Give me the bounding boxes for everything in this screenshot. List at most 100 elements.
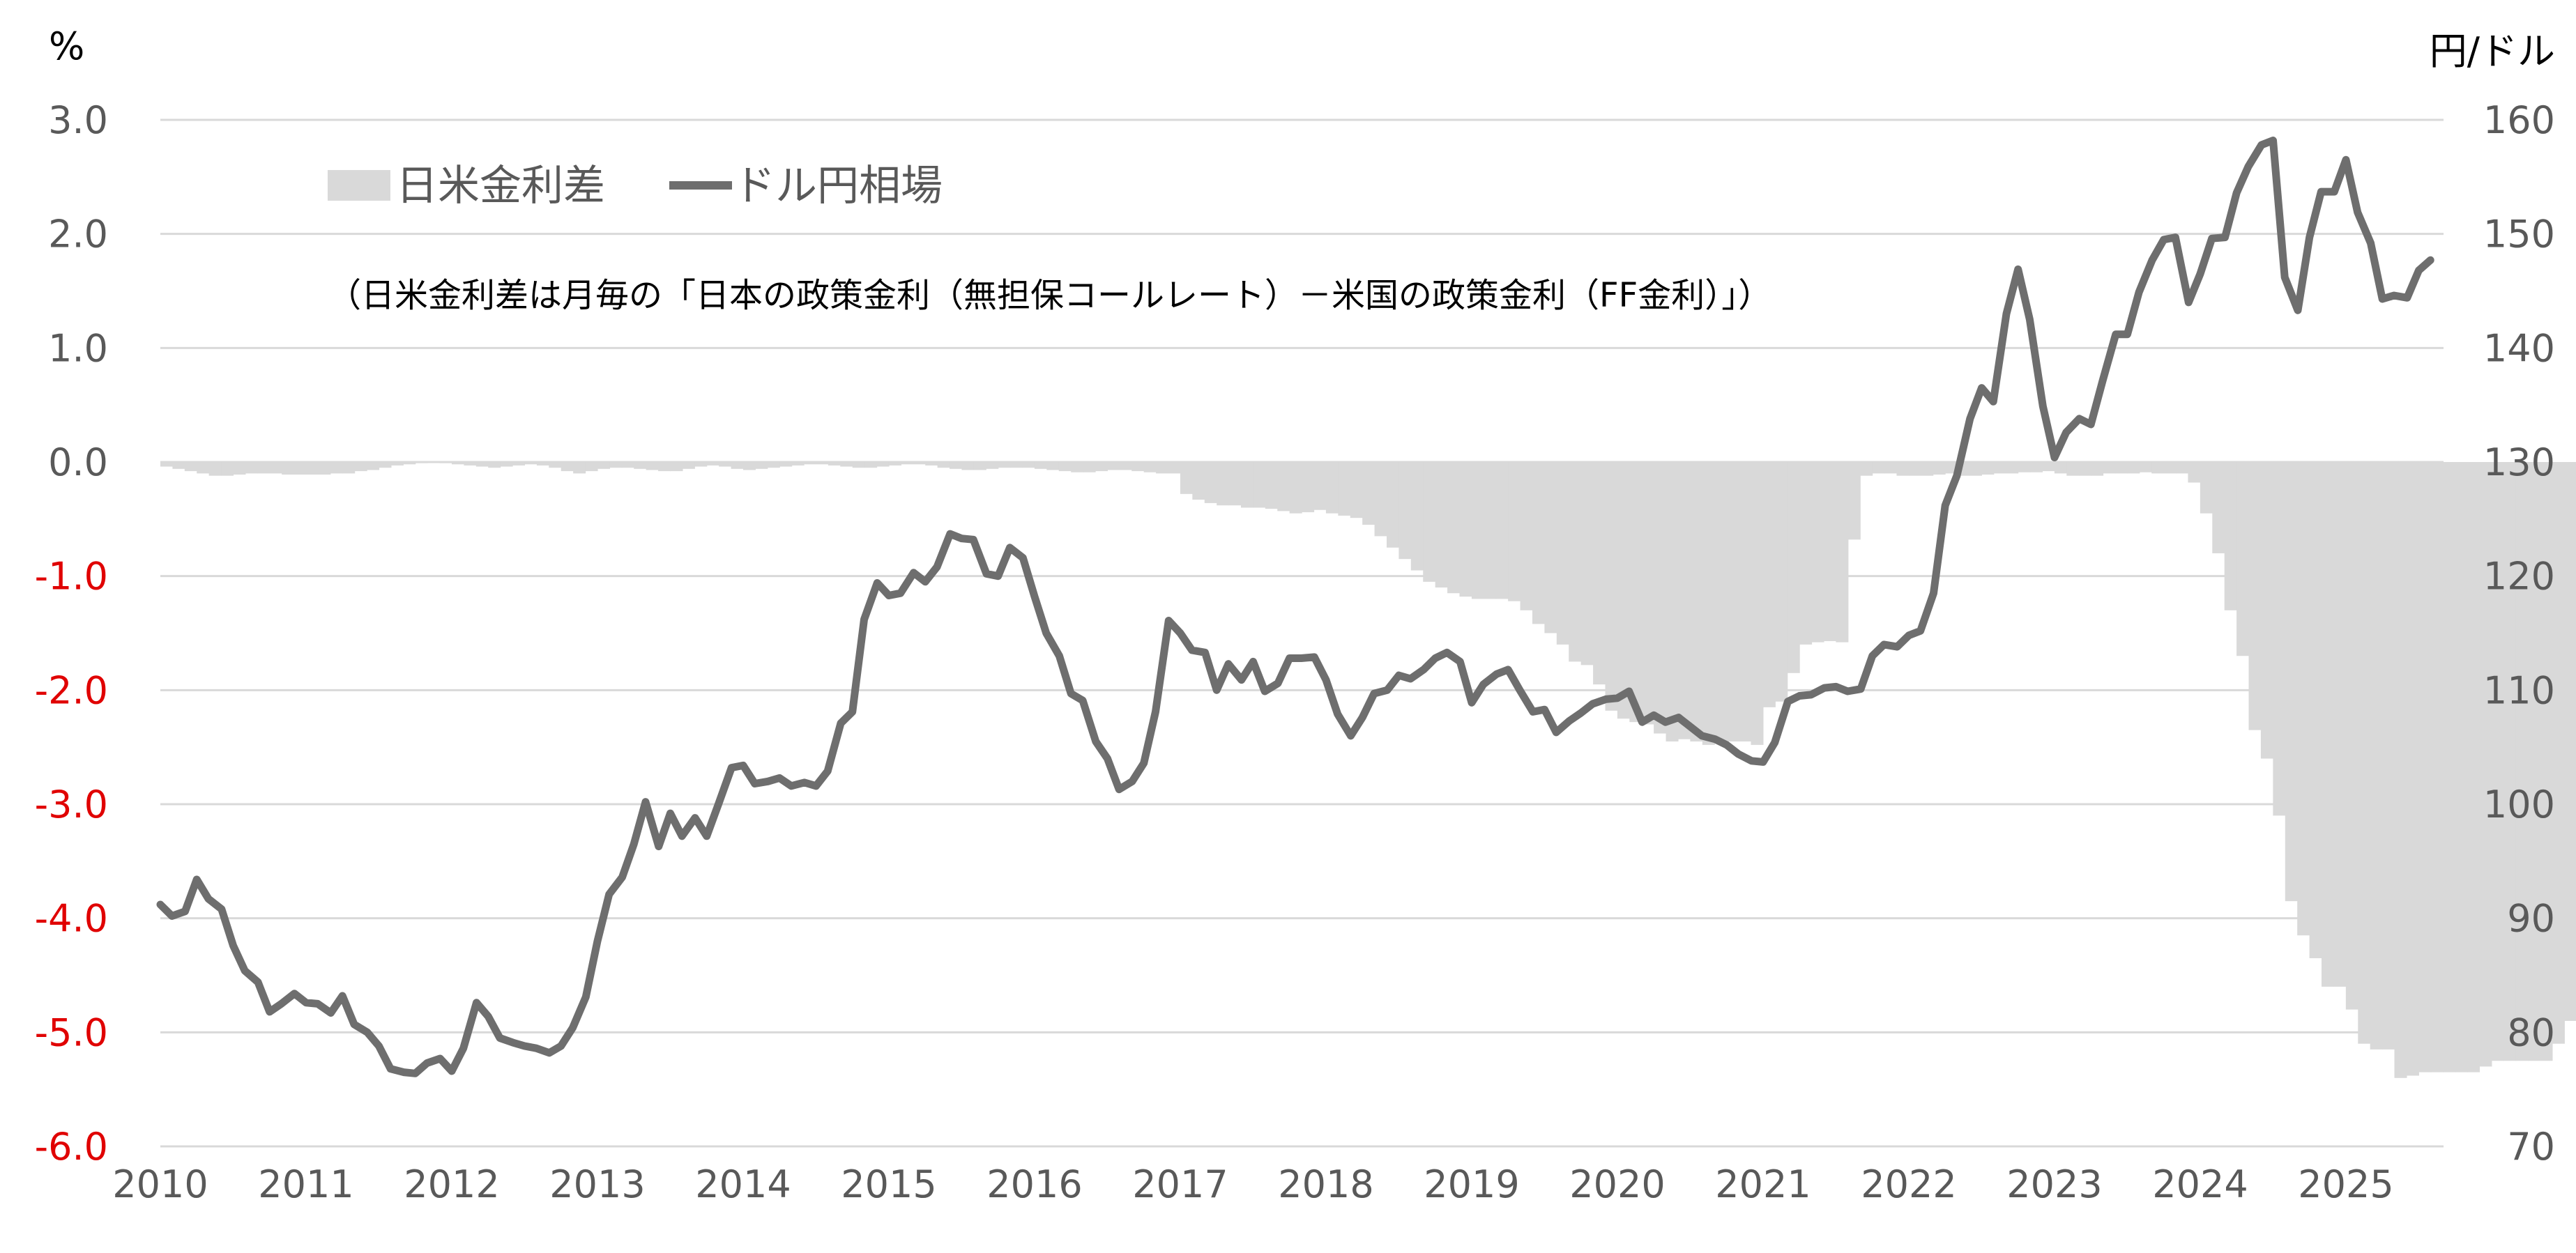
rate-gap-bar [390,462,404,466]
rate-gap-bar [950,462,963,469]
rate-gap-bar [208,462,222,476]
right-axis-tick-label: 160 [2483,98,2555,142]
right-axis-tick-label: 70 [2507,1125,2555,1169]
x-axis-tick-label: 2023 [2006,1162,2102,1206]
rate-gap-bar [2540,462,2553,1061]
right-axis-unit: 円/ドル [2430,29,2555,73]
rate-gap-bar [585,462,598,472]
rate-gap-bar [160,462,174,467]
rate-gap-bar [1569,462,1582,662]
rate-gap-bar [731,462,744,469]
rate-gap-bar [549,462,562,468]
rate-gap-bar [767,462,780,468]
rate-gap-bar [2066,462,2080,476]
rate-gap-bar [864,462,878,468]
x-axis-tick-label: 2019 [1424,1162,1519,1206]
rate-gap-bar [221,462,234,476]
rate-gap-bar [852,462,865,468]
rate-gap-bar [2430,462,2444,1073]
x-axis-tick-label: 2013 [549,1162,645,1206]
rate-gap-bar [719,462,732,467]
rate-gap-bar [2322,462,2335,987]
rate-gap-bar [1520,462,1533,610]
rate-gap-bar [2394,462,2407,1078]
left-axis-tick-label: -2.0 [35,668,108,712]
rate-gap-bar [1022,462,1035,468]
rate-gap-bar [1107,462,1120,470]
rate-gap-bar [1629,462,1643,723]
rate-gap-bar [1508,462,1521,601]
rate-gap-bar [1593,462,1606,685]
left-axis-tick-label: -6.0 [35,1125,108,1169]
legend-swatch-rate-gap [328,170,390,201]
rate-gap-bar [1484,462,1497,599]
rate-gap-bar [1981,462,1995,475]
rate-gap-bar [1847,462,1861,540]
right-axis-tick-label: 140 [2483,326,2555,370]
rate-gap-bar [1119,462,1132,470]
right-axis-tick-label: 120 [2483,555,2555,599]
rate-gap-bar [2127,462,2140,474]
rate-gap-bar [2309,462,2322,958]
rate-gap-bar [2163,462,2177,474]
rate-gap-bar [2406,462,2419,1076]
rate-gap-bar [561,462,574,472]
rate-gap-bar [1799,462,1813,645]
rate-gap-bar [1241,462,1254,508]
rate-gap-bar [2358,462,2371,1044]
rate-gap-bar [816,462,829,465]
x-axis-tick-label: 2015 [841,1162,936,1206]
rate-gap-bar [755,462,768,469]
rate-gap-bar [2018,462,2031,472]
rate-gap-bar [342,462,356,474]
rate-gap-bar [427,462,441,463]
legend-label-usd-jpy: ドル円相場 [733,162,943,210]
rate-gap-bar [1884,462,1898,474]
rate-gap-bar [1131,462,1145,472]
rate-gap-bar [1751,462,1764,745]
rate-gap-bar [464,462,477,466]
rate-gap-bar [1204,462,1217,503]
left-axis-tick-label: -4.0 [35,897,108,941]
rate-gap-bar [1083,462,1096,472]
left-axis-tick-label: -3.0 [35,783,108,827]
rate-gap-bar [2114,462,2128,474]
rate-gap-bar [1143,462,1157,472]
rate-gap-bar [2285,462,2298,902]
x-axis-tick-label: 2012 [404,1162,499,1206]
rate-gap-bar [1908,462,1921,476]
rate-gap-bar [658,462,671,472]
rate-gap-bar [2479,462,2492,1067]
rate-gap-bar [791,462,805,466]
right-axis-tick-label: 150 [2483,213,2555,256]
x-axis-tick-label: 2016 [986,1162,1082,1206]
rate-gap-bar [1034,462,1047,469]
rate-gap-bar [1447,462,1461,594]
rate-gap-bar [670,462,683,472]
rate-gap-bar [1471,462,1484,599]
rate-gap-bar [2188,462,2201,483]
rate-gap-bar [2297,462,2310,936]
rate-gap-bar [1435,462,1448,588]
rate-gap-bar [2236,462,2250,656]
rate-gap-bar [1726,462,1739,741]
rate-gap-bar [1739,462,1752,741]
rate-gap-bar [1180,462,1193,494]
rate-gap-bar [2467,462,2480,1073]
rate-gap-bar [840,462,853,467]
rate-gap-bar [1253,462,1266,508]
left-axis-tick-label: 0.0 [48,440,108,484]
rate-gap-bar [233,462,246,475]
rate-gap-bar [1362,462,1375,525]
rate-gap-bar [2212,462,2225,553]
rate-gap-bar [1677,462,1691,739]
rate-gap-bar [1532,462,1546,624]
rate-gap-bar [1046,462,1060,470]
rate-gap-bar [1010,462,1023,468]
rate-gap-bar [1058,462,1072,472]
rate-gap-bar [1921,462,1934,476]
rate-gap-bar [1775,462,1788,702]
rate-gap-bar [500,462,513,467]
